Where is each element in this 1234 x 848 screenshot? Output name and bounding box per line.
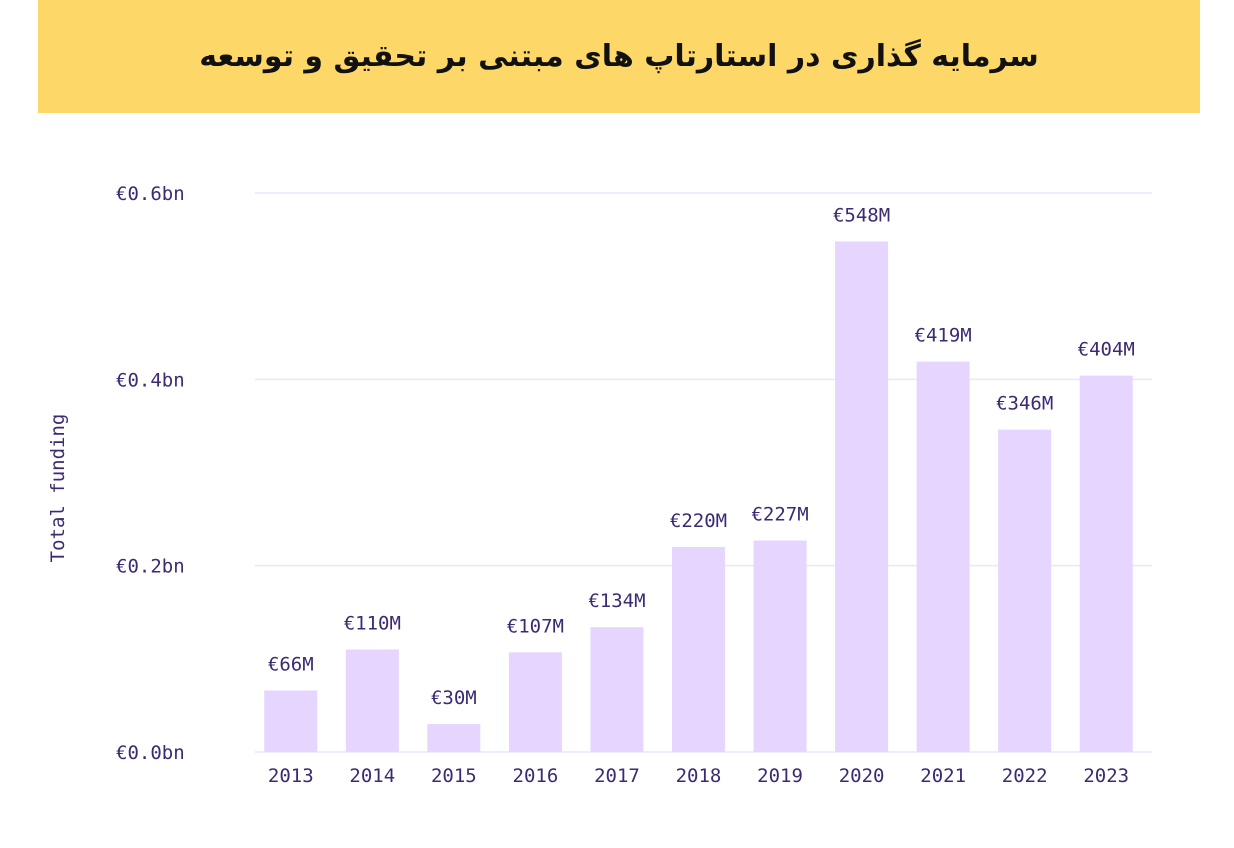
bar-2014 <box>345 649 399 752</box>
data-label: €404M <box>1078 339 1135 361</box>
bar-2013 <box>264 690 318 752</box>
y-tick-label: €0.2bn <box>116 556 185 578</box>
bar-2021 <box>916 361 970 752</box>
x-tick-label: 2020 <box>839 765 885 787</box>
title-banner: سرمایه گذاری در استارتاپ های مبتنی بر تح… <box>38 0 1200 113</box>
bar-2020 <box>835 241 889 753</box>
x-tick-label: 2022 <box>1002 765 1048 787</box>
x-tick-label: 2018 <box>676 765 722 787</box>
y-tick-label: €0.0bn <box>116 742 185 764</box>
data-label: €548M <box>833 204 890 226</box>
data-label: €107M <box>507 615 564 637</box>
x-tick-label: 2014 <box>349 765 395 787</box>
x-tick-label: 2016 <box>513 765 559 787</box>
bar-2019 <box>753 540 807 752</box>
x-tick-label: 2019 <box>757 765 803 787</box>
bar-2015 <box>427 724 481 752</box>
bar-2018 <box>672 547 725 752</box>
data-label: €66M <box>268 654 314 676</box>
bar-2016 <box>508 652 562 752</box>
x-tick-label: 2021 <box>920 765 966 787</box>
data-label: €227M <box>751 504 808 526</box>
data-label: €346M <box>996 393 1053 415</box>
data-label: €110M <box>344 613 401 635</box>
data-label: €220M <box>670 510 727 532</box>
x-tick-label: 2013 <box>268 765 314 787</box>
y-tick-label: €0.6bn <box>116 183 185 205</box>
x-tick-label: 2023 <box>1083 765 1129 787</box>
data-label: €134M <box>588 590 645 612</box>
bar-2022 <box>998 429 1052 752</box>
data-label: €419M <box>915 325 972 347</box>
x-tick-label: 2017 <box>594 765 640 787</box>
bar-2023 <box>1079 375 1133 752</box>
bar-2017 <box>590 627 644 752</box>
y-tick-label: €0.4bn <box>116 369 185 391</box>
data-label: €30M <box>431 687 477 709</box>
y-axis-label: Total funding <box>47 414 69 563</box>
x-tick-label: 2015 <box>431 765 477 787</box>
chart-title: سرمایه گذاری در استارتاپ های مبتنی بر تح… <box>199 39 1039 74</box>
